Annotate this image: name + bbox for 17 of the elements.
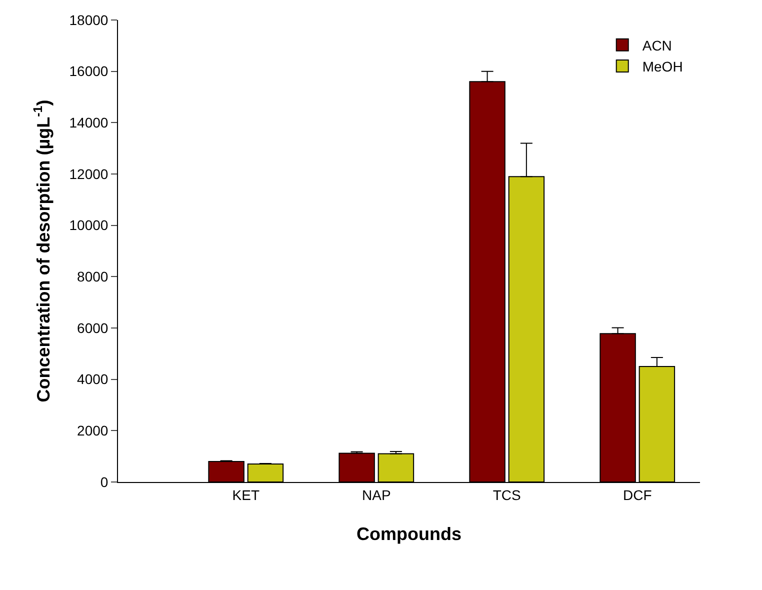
x-tick-label: KET xyxy=(232,486,260,503)
y-tick-label: 0 xyxy=(100,474,108,490)
y-tick-label: 10000 xyxy=(69,217,108,234)
legend-label: ACN xyxy=(642,37,672,54)
x-tick-label: NAP xyxy=(362,486,391,503)
y-tick-label: 12000 xyxy=(69,166,108,182)
x-axis-title: Compounds xyxy=(356,524,462,544)
y-tick-label: 4000 xyxy=(77,371,108,388)
x-tick-label: TCS xyxy=(492,486,521,503)
y-tick-label: 16000 xyxy=(69,63,108,80)
y-tick-label: 14000 xyxy=(69,114,108,131)
y-tick-label: 18000 xyxy=(69,12,108,28)
y-tick-label: 6000 xyxy=(77,320,108,336)
y-tick-label: 2000 xyxy=(77,422,108,439)
y-tick-label: 8000 xyxy=(77,268,108,285)
legend-label: MeOH xyxy=(642,58,683,74)
x-tick-label: DCF xyxy=(622,486,652,503)
